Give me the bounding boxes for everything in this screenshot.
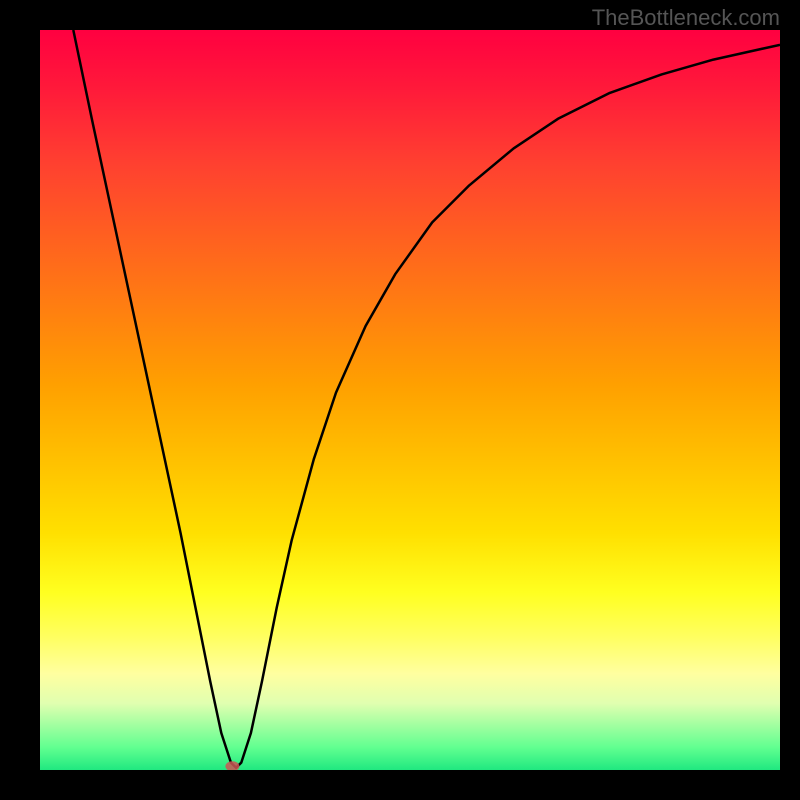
plot-area [40,30,780,770]
curve-overlay [40,30,780,770]
bottleneck-curve [73,30,780,768]
watermark-text: TheBottleneck.com [592,5,780,31]
chart-container: TheBottleneck.com [0,0,800,800]
optimal-point-marker [225,761,239,770]
